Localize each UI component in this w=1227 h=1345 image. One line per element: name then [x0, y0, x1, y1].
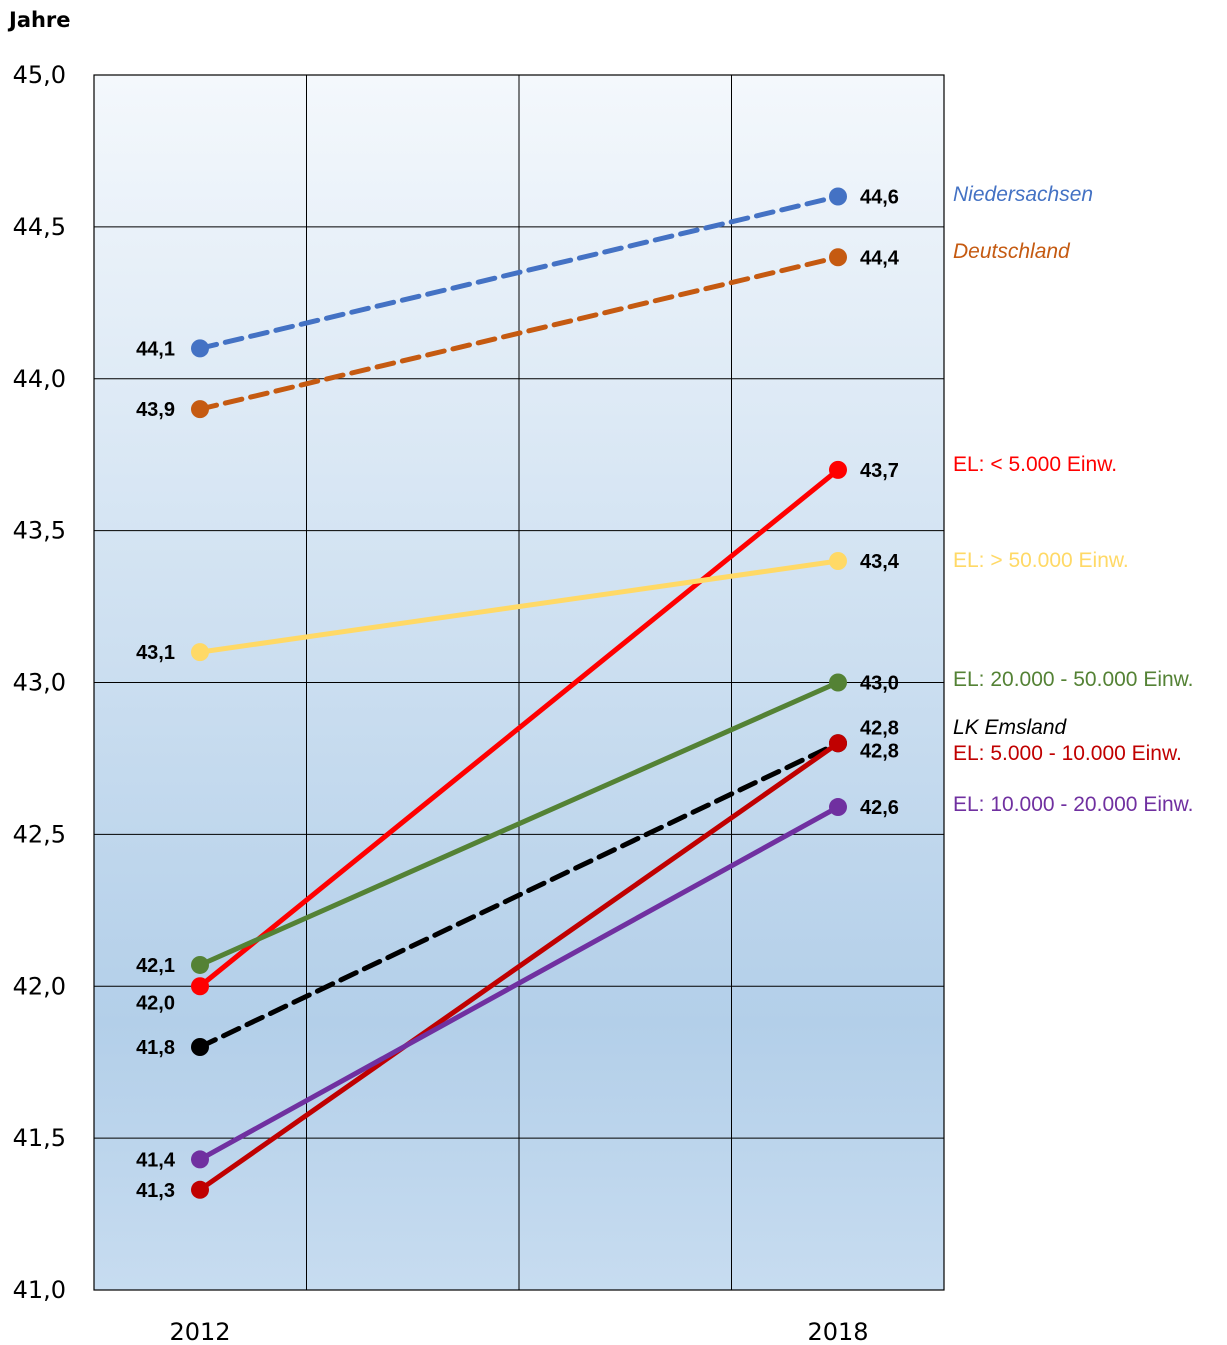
data-point: [829, 673, 847, 692]
series-line: [197, 804, 841, 1162]
series-line: [197, 254, 841, 412]
x-tick-label: 2012: [169, 1318, 230, 1345]
data-label: 43,7: [860, 460, 899, 482]
data-label: 43,0: [860, 673, 899, 695]
series-group: 44,1 44,6 Niedersachsen 43,9 44,4 Deutschland…: [136, 183, 1193, 1202]
data-point: [191, 1150, 209, 1169]
series-el-5-000-einw: 42,0 43,7 EL: < 5.000 Einw.: [136, 453, 1117, 1014]
data-point: [191, 1038, 209, 1056]
data-point: [829, 798, 847, 817]
y-tick-label: 41,5: [13, 1124, 66, 1152]
data-label: 42,8: [860, 740, 899, 762]
x-tick-label: 2018: [807, 1318, 868, 1345]
data-point: [191, 955, 209, 974]
data-point: [829, 460, 847, 479]
data-point: [829, 734, 847, 753]
series-line: [197, 194, 841, 351]
data-point: [829, 187, 847, 206]
series-name-label: EL: 10.000 - 20.000 Einw.: [953, 793, 1194, 816]
x-axis-ticks: 2012 2018: [169, 1318, 868, 1345]
data-point: [829, 552, 847, 570]
y-tick-label: 45,0: [13, 61, 66, 89]
data-label: 41,4: [136, 1149, 176, 1171]
data-label: 43,9: [136, 399, 175, 421]
y-tick-label: 43,5: [13, 517, 66, 545]
data-label: 41,3: [136, 1180, 175, 1202]
series-line: [197, 740, 841, 1050]
series-el-10-000-20-000-einw: 41,4 42,6 EL: 10.000 - 20.000 Einw.: [136, 793, 1193, 1171]
y-axis-label: Jahre: [7, 8, 71, 32]
series-name-label: EL: < 5.000 Einw.: [953, 453, 1117, 476]
data-label: 41,8: [136, 1037, 175, 1059]
series-name-label: Niedersachsen: [953, 183, 1093, 206]
data-label: 42,0: [136, 992, 175, 1014]
y-tick-label: 44,0: [13, 365, 66, 393]
series-line: [197, 680, 841, 968]
data-point: [191, 643, 209, 662]
data-label: 42,1: [136, 955, 175, 977]
y-tick-label: 43,0: [13, 669, 66, 697]
data-label: 44,1: [136, 338, 175, 360]
data-point: [829, 248, 847, 267]
y-tick-label: 42,0: [13, 972, 66, 1000]
data-label: 44,4: [860, 247, 900, 269]
series-line: [197, 467, 841, 989]
data-label: 43,1: [136, 642, 175, 664]
y-axis-ticks: 45,0 44,5 44,0 43,5 43,0 42,5 42,0 41,5 41,0: [13, 61, 66, 1304]
y-tick-label: 41,0: [13, 1276, 66, 1304]
data-point: [191, 977, 209, 996]
grid: [94, 75, 944, 1290]
series-name-label: LK Emsland: [953, 716, 1068, 739]
series-deutschland: 43,9 44,4 Deutschland: [136, 240, 1071, 421]
data-label: 43,4: [860, 551, 900, 573]
series-lk-emsland: 41,8 42,8 LK Emsland: [136, 716, 1067, 1059]
series-el-50-000-einw: 43,1 43,4 EL: > 50.000 Einw.: [136, 549, 1129, 664]
data-point: [191, 339, 209, 358]
series-name-label: Deutschland: [953, 240, 1071, 263]
series-line: [197, 558, 841, 655]
series-el-20-000-50-000-einw: 42,1 43,0 EL: 20.000 - 50.000 Einw.: [136, 668, 1193, 977]
data-label: 42,8: [860, 717, 899, 739]
data-label: 42,6: [860, 797, 899, 819]
series-name-label: EL: 20.000 - 50.000 Einw.: [953, 668, 1194, 691]
data-point: [191, 1180, 209, 1199]
data-point: [191, 400, 209, 419]
plot-border: [93, 74, 945, 1291]
series-line: [197, 740, 841, 1193]
y-tick-label: 44,5: [13, 213, 66, 241]
series-el-5-000-10-000-einw: 41,3 42,8 EL: 5.000 - 10.000 Einw.: [136, 734, 1182, 1202]
data-label: 44,6: [860, 187, 899, 209]
y-tick-label: 42,5: [13, 820, 66, 848]
series-niedersachsen: 44,1 44,6 Niedersachsen: [136, 183, 1093, 360]
series-name-label: EL: 5.000 - 10.000 Einw.: [953, 742, 1182, 765]
series-name-label: EL: > 50.000 Einw.: [953, 549, 1129, 572]
